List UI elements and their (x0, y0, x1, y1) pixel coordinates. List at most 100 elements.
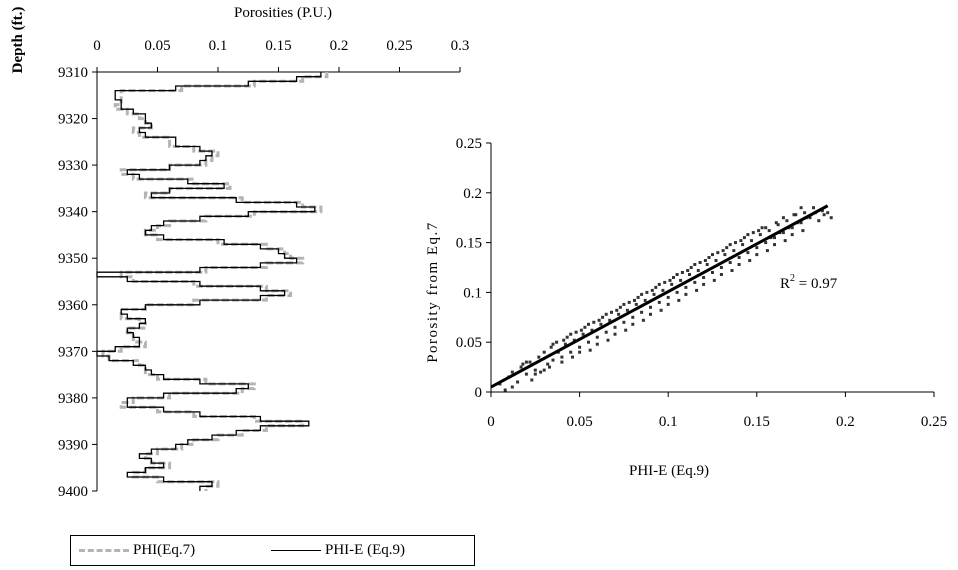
scatter-point (516, 380, 520, 384)
scatter-point (773, 236, 776, 240)
scatter-point (783, 239, 787, 243)
scatter-point (748, 259, 752, 262)
log-x-axis-title: Porosities (P.U.) (234, 5, 332, 21)
scatter-x-tick-label: 0.25 (921, 414, 947, 430)
scatter-point (820, 209, 824, 213)
scatter-point (519, 365, 523, 369)
scatter-point (524, 360, 528, 364)
scatter-point (524, 372, 528, 376)
scatter-point (562, 338, 566, 342)
scatter-point (781, 216, 785, 220)
scatter-point (510, 370, 514, 374)
scatter-point (799, 206, 803, 210)
scatter-point (686, 269, 690, 272)
scatter-points-group (498, 206, 833, 392)
scatter-point (549, 345, 553, 349)
scatter-point (622, 302, 626, 306)
scatter-y-tick-label: 0.1 (463, 285, 482, 301)
scatter-point (659, 308, 663, 312)
scatter-point (711, 271, 714, 274)
scatter-x-axis-title: PHI-E (Eq.9) (629, 463, 709, 479)
scatter-point (597, 318, 601, 322)
scatter-point (719, 266, 723, 269)
log-series-phi-e-eq9 (96, 72, 322, 491)
legend-label-phi-e-eq9: PHI-E (Eq.9) (325, 542, 405, 558)
scatter-point (588, 348, 592, 352)
scatter-point (751, 231, 755, 235)
scatter-point (737, 263, 741, 266)
scatter-point (679, 278, 683, 282)
scatter-point (560, 360, 564, 364)
scatter-point (719, 273, 723, 276)
scatter-point (829, 216, 833, 220)
scatter-point (712, 278, 716, 282)
scatter-point (571, 355, 574, 359)
legend-item-phi-eq7: PHI(Eq.7) (79, 542, 195, 559)
log-y-tick-label: 9320 (58, 112, 88, 128)
scatter-point (675, 273, 679, 276)
scatter-point (702, 282, 706, 286)
scatter-x-tick-label: 0.15 (744, 414, 770, 430)
scatter-point (581, 332, 585, 336)
scatter-point (728, 261, 732, 264)
log-x-tick-label: 0.25 (386, 38, 412, 54)
scatter-point (608, 318, 612, 322)
scatter-point (666, 295, 670, 299)
scatter-point (799, 221, 803, 225)
log-series-group (96, 72, 329, 491)
scatter-point (680, 271, 684, 274)
scatter-point (693, 280, 697, 284)
scatter-point (618, 305, 622, 309)
scatter-point (734, 241, 737, 245)
legend-swatch-dashed-gray (79, 549, 129, 552)
log-y-tick-label: 9360 (58, 298, 88, 314)
scatter-point (705, 263, 709, 266)
scatter-point (711, 253, 714, 257)
scatter-point (773, 243, 776, 247)
scatter-point (723, 253, 727, 257)
log-axes: 0 0.05 0.1 0.15 0.2 0.25 0.3 9310 9320 9330 9340 93… (58, 38, 469, 500)
scatter-point (826, 211, 830, 215)
scatter-point (661, 288, 665, 292)
log-x-tick-label: 0.1 (209, 38, 228, 54)
scatter-point (781, 231, 785, 235)
scatter-point (565, 335, 569, 339)
scatter-point (633, 298, 636, 302)
scatter-point (569, 332, 573, 336)
scatter-point (521, 362, 525, 366)
scatter-point (613, 332, 617, 336)
scatter-point (643, 298, 647, 302)
scatter-x-tick-label: 0.1 (659, 414, 678, 430)
scatter-point (595, 335, 599, 339)
log-y-tick-label: 9380 (58, 391, 88, 407)
log-x-tick-label: 0.3 (451, 38, 470, 54)
scatter-point (592, 320, 596, 324)
scatter-point (732, 249, 736, 253)
log-x-tick-label: 0.2 (330, 38, 349, 54)
scatter-point (721, 249, 725, 253)
scatter-point (551, 342, 555, 346)
scatter-point (750, 239, 753, 243)
scatter-point (610, 310, 613, 314)
scatter-point (668, 278, 672, 282)
scatter-point (725, 246, 729, 250)
scatter-point (622, 320, 626, 324)
scatter-point (742, 236, 746, 240)
scatter-point (737, 256, 741, 259)
scatter-point (688, 273, 691, 276)
scatter-point (604, 330, 608, 334)
legend-label-phi-eq7: PHI(Eq.7) (133, 542, 196, 558)
scatter-point (755, 246, 759, 250)
scatter-y-tick-label: 0.05 (456, 335, 482, 351)
log-x-tick-label: 0 (93, 38, 101, 54)
scatter-point (817, 219, 821, 223)
scatter-point (776, 223, 780, 227)
scatter-point (555, 340, 559, 344)
r-squared-sup: 2 (790, 273, 795, 284)
scatter-point (624, 328, 628, 332)
scatter-point (606, 338, 610, 342)
scatter-point (757, 229, 761, 233)
scatter-point (649, 305, 652, 309)
